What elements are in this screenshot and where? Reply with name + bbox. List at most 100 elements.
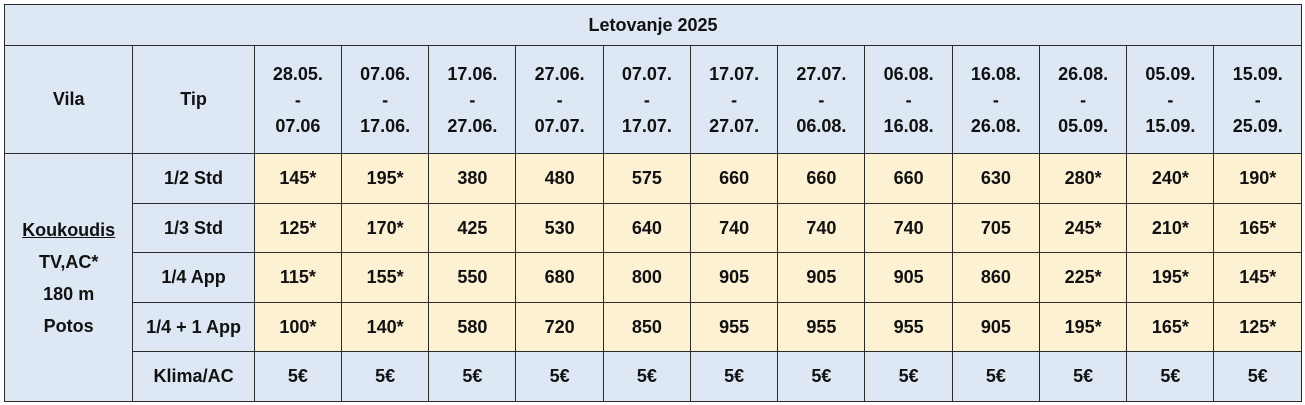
vila-features: TV,AC* bbox=[39, 251, 99, 272]
vila-name: Koukoudis bbox=[22, 219, 116, 240]
period-from: 15.09. bbox=[1232, 63, 1283, 84]
price-cell: 195* bbox=[1126, 252, 1215, 303]
period-sep: - bbox=[731, 89, 738, 110]
price-cell: 800 bbox=[602, 252, 691, 303]
klima-price: 5€ bbox=[777, 351, 866, 402]
period-sep: - bbox=[1080, 89, 1087, 110]
price-cell: 480 bbox=[515, 153, 604, 204]
room-type: 1/4 + 1 App bbox=[132, 301, 255, 353]
price-cell: 720 bbox=[515, 301, 604, 353]
period-to: 17.06. bbox=[360, 115, 411, 136]
price-cell: 100* bbox=[253, 301, 342, 353]
period-header: 15.09. - 25.09. bbox=[1213, 45, 1302, 155]
room-type: 1/2 Std bbox=[132, 153, 255, 204]
price-cell: 530 bbox=[515, 202, 604, 254]
price-cell: 165* bbox=[1213, 202, 1302, 254]
period-header: 07.06. - 17.06. bbox=[340, 45, 430, 155]
period-from: 26.08. bbox=[1058, 63, 1109, 84]
price-cell: 580 bbox=[428, 301, 517, 353]
period-sep: - bbox=[905, 89, 912, 110]
price-cell: 630 bbox=[951, 153, 1040, 204]
price-cell: 955 bbox=[777, 301, 866, 353]
period-to: 15.09. bbox=[1145, 115, 1196, 136]
room-type: 1/3 Std bbox=[132, 202, 255, 254]
price-cell: 240* bbox=[1126, 153, 1215, 204]
klima-label: Klima/AC bbox=[132, 351, 255, 402]
period-header: 17.06. - 27.06. bbox=[428, 45, 517, 155]
klima-price: 5€ bbox=[602, 351, 691, 402]
price-cell: 860 bbox=[951, 252, 1040, 303]
vila-header: Vila bbox=[3, 45, 134, 155]
period-sep: - bbox=[1254, 89, 1261, 110]
table-row: 1/4 + 1 App 100* 140* 580 720 850 955 95… bbox=[5, 301, 1302, 353]
klima-price: 5€ bbox=[515, 351, 604, 402]
klima-price: 5€ bbox=[253, 351, 342, 402]
period-sep: - bbox=[643, 89, 650, 110]
price-cell: 850 bbox=[602, 301, 691, 353]
period-sep: - bbox=[469, 89, 476, 110]
price-cell: 550 bbox=[428, 252, 517, 303]
period-from: 06.08. bbox=[883, 63, 934, 84]
klima-price: 5€ bbox=[340, 351, 430, 402]
price-cell: 740 bbox=[864, 202, 953, 254]
period-from: 28.05. bbox=[272, 63, 323, 84]
period-to: 17.07. bbox=[621, 115, 672, 136]
price-cell: 115* bbox=[253, 252, 342, 303]
period-to: 16.08. bbox=[883, 115, 934, 136]
period-sep: - bbox=[382, 89, 389, 110]
period-to: 06.08. bbox=[796, 115, 847, 136]
price-cell: 660 bbox=[689, 153, 779, 204]
price-cell: 740 bbox=[689, 202, 779, 254]
price-cell: 155* bbox=[340, 252, 430, 303]
period-header: 27.06. - 07.07. bbox=[515, 45, 604, 155]
price-cell: 195* bbox=[1038, 301, 1128, 353]
price-cell: 905 bbox=[951, 301, 1040, 353]
klima-price: 5€ bbox=[689, 351, 779, 402]
price-cell: 705 bbox=[951, 202, 1040, 254]
klima-row: Klima/AC 5€ 5€ 5€ 5€ 5€ 5€ 5€ 5€ 5€ 5€ 5… bbox=[5, 351, 1302, 402]
period-sep: - bbox=[1167, 89, 1174, 110]
vila-cell: Koukoudis TV,AC* 180 m Potos bbox=[3, 153, 134, 402]
klima-price: 5€ bbox=[1038, 351, 1128, 402]
period-sep: - bbox=[818, 89, 825, 110]
period-from: 16.08. bbox=[970, 63, 1021, 84]
price-cell: 740 bbox=[777, 202, 866, 254]
price-cell: 225* bbox=[1038, 252, 1128, 303]
period-header: 06.08. - 16.08. bbox=[864, 45, 953, 155]
price-cell: 660 bbox=[777, 153, 866, 204]
price-cell: 680 bbox=[515, 252, 604, 303]
price-cell: 145* bbox=[1213, 252, 1302, 303]
klima-price: 5€ bbox=[428, 351, 517, 402]
period-to: 25.09. bbox=[1232, 115, 1283, 136]
price-cell: 425 bbox=[428, 202, 517, 254]
period-from: 17.07. bbox=[709, 63, 760, 84]
price-cell: 955 bbox=[689, 301, 779, 353]
price-cell: 905 bbox=[689, 252, 779, 303]
period-to: 05.09. bbox=[1058, 115, 1109, 136]
period-sep: - bbox=[556, 89, 563, 110]
table-title: Letovanje 2025 bbox=[4, 3, 1302, 47]
price-cell: 245* bbox=[1038, 202, 1128, 254]
table-row: 1/3 Std 125* 170* 425 530 640 740 740 74… bbox=[5, 202, 1302, 254]
klima-price: 5€ bbox=[1213, 351, 1302, 402]
period-to: 26.08. bbox=[970, 115, 1021, 136]
price-cell: 170* bbox=[340, 202, 430, 254]
period-header: 27.07. - 06.08. bbox=[777, 45, 866, 155]
price-cell: 575 bbox=[602, 153, 691, 204]
klima-price: 5€ bbox=[951, 351, 1040, 402]
period-header: 16.08. - 26.08. bbox=[951, 45, 1040, 155]
period-header: 17.07. - 27.07. bbox=[689, 45, 779, 155]
period-from: 27.06. bbox=[534, 63, 585, 84]
price-table: Letovanje 2025 Vila Tip 28.05. - 07.06 07.… bbox=[3, 3, 1302, 402]
price-cell: 125* bbox=[1213, 301, 1302, 353]
title-row: Letovanje 2025 bbox=[4, 3, 1302, 47]
price-cell: 210* bbox=[1126, 202, 1215, 254]
price-cell: 190* bbox=[1213, 153, 1302, 204]
period-sep: - bbox=[294, 89, 301, 110]
price-cell: 195* bbox=[340, 153, 430, 204]
period-to: 27.06. bbox=[447, 115, 498, 136]
period-to: 07.07. bbox=[534, 115, 585, 136]
price-cell: 165* bbox=[1126, 301, 1215, 353]
price-cell: 280* bbox=[1038, 153, 1128, 204]
price-cell: 145* bbox=[253, 153, 342, 204]
